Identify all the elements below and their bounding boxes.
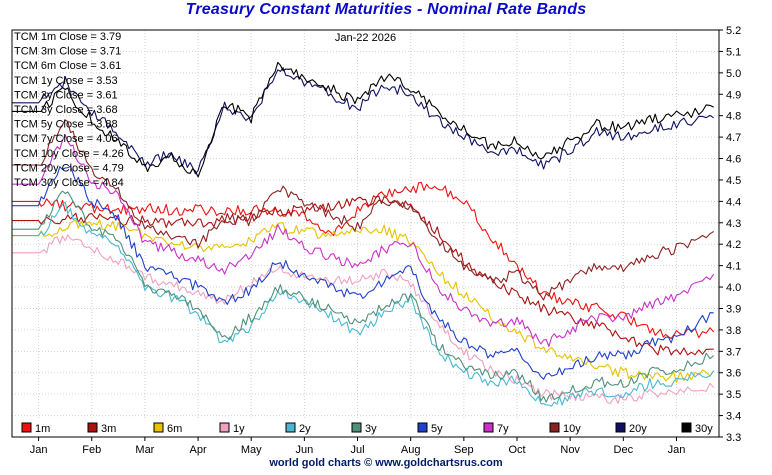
series-line-3m bbox=[12, 195, 714, 356]
close-label: TCM 1y Close = 3.53 bbox=[14, 75, 118, 87]
series-line-1m bbox=[12, 181, 715, 340]
legend-swatch-10y bbox=[549, 422, 560, 433]
y-tick-label: 4.5 bbox=[726, 175, 741, 187]
legend-swatch-1y bbox=[219, 422, 230, 433]
close-label: TCM 2y Close = 3.61 bbox=[14, 89, 118, 101]
y-tick-label: 4.1 bbox=[726, 261, 741, 273]
close-label: TCM 10y Close = 4.26 bbox=[14, 148, 124, 160]
y-tick-label: 4.2 bbox=[726, 239, 741, 251]
chart-title: Treasury Constant Maturities - Nominal R… bbox=[185, 1, 587, 18]
legend-label-3m: 3m bbox=[101, 423, 116, 435]
x-tick-label: Jun bbox=[295, 444, 313, 456]
y-tick-label: 3.6 bbox=[726, 368, 741, 380]
plot-frame bbox=[11, 29, 720, 438]
legend-label-1m: 1m bbox=[35, 423, 50, 435]
legend-swatch-1m bbox=[21, 422, 32, 433]
close-label: TCM 1m Close = 3.79 bbox=[14, 31, 121, 43]
legend-label-6m: 6m bbox=[167, 423, 182, 435]
close-label: TCM 5y Close = 3.88 bbox=[14, 119, 118, 131]
legend-label-7y: 7y bbox=[497, 423, 509, 435]
y-tick-label: 3.5 bbox=[726, 389, 741, 401]
y-tick-label: 5.0 bbox=[726, 68, 741, 80]
x-tick-label: Nov bbox=[560, 444, 580, 456]
legend-label-20y: 20y bbox=[629, 423, 647, 435]
y-tick-label: 4.3 bbox=[726, 218, 741, 230]
x-tick-label: Dec bbox=[614, 444, 634, 456]
watermark-text: world gold charts © www.goldchartsrus.co… bbox=[269, 457, 503, 469]
x-tick-label: Sep bbox=[454, 444, 474, 456]
y-tick-label: 3.3 bbox=[726, 432, 741, 444]
x-tick-label: Apr bbox=[189, 444, 206, 456]
close-label: TCM 20y Close = 4.79 bbox=[14, 162, 124, 174]
legend-swatch-2y bbox=[285, 422, 296, 433]
x-tick-label: Feb bbox=[82, 444, 101, 456]
legend-swatch-3m bbox=[87, 422, 98, 433]
series-line-30y bbox=[12, 61, 714, 178]
legend-swatch-3y bbox=[351, 422, 362, 433]
y-tick-label: 3.7 bbox=[726, 346, 741, 358]
y-tick-label: 4.9 bbox=[726, 89, 741, 101]
close-label: TCM 6m Close = 3.61 bbox=[14, 60, 121, 72]
legend-bar bbox=[13, 419, 718, 436]
y-tick-label: 3.4 bbox=[726, 411, 741, 423]
legend-swatch-5y bbox=[417, 422, 428, 433]
y-tick-label: 5.1 bbox=[726, 46, 741, 58]
legend-label-30y: 30y bbox=[695, 423, 713, 435]
series-line-20y bbox=[12, 67, 714, 175]
legend-label-1y: 1y bbox=[233, 423, 245, 435]
series-line-1y bbox=[12, 234, 715, 405]
series-line-3y bbox=[12, 190, 715, 403]
series-line-10y bbox=[12, 119, 714, 301]
series-line-7y bbox=[12, 134, 715, 348]
legend-swatch-20y bbox=[615, 422, 626, 433]
x-tick-label: Jul bbox=[350, 444, 364, 456]
x-tick-label: Mar bbox=[135, 444, 154, 456]
y-tick-label: 4.0 bbox=[726, 282, 741, 294]
legend-label-2y: 2y bbox=[299, 423, 311, 435]
x-tick-label: Oct bbox=[508, 444, 525, 456]
y-tick-label: 4.7 bbox=[726, 132, 741, 144]
x-tick-label: Aug bbox=[401, 444, 421, 456]
legend-swatch-6m bbox=[153, 422, 164, 433]
legend-label-3y: 3y bbox=[365, 423, 377, 435]
y-tick-label: 4.8 bbox=[726, 111, 741, 123]
y-tick-label: 4.6 bbox=[726, 154, 741, 166]
legend-swatch-7y bbox=[483, 422, 494, 433]
y-tick-label: 3.8 bbox=[726, 325, 741, 337]
series-line-2y bbox=[12, 201, 715, 407]
y-tick-label: 4.4 bbox=[726, 196, 741, 208]
series-line-6m bbox=[12, 219, 715, 383]
close-label: TCM 3y Close = 3.68 bbox=[14, 104, 118, 116]
x-tick-label: Jan bbox=[30, 444, 48, 456]
y-tick-label: 3.9 bbox=[726, 303, 741, 315]
y-tick-label: 5.2 bbox=[726, 25, 741, 37]
series-line-5y bbox=[12, 165, 714, 380]
close-label: TCM 30y Close = 4.84 bbox=[14, 177, 124, 189]
date-label: Jan-22 2026 bbox=[335, 32, 396, 44]
x-tick-label: Jan bbox=[668, 444, 686, 456]
close-label: TCM 3m Close = 3.71 bbox=[14, 46, 121, 58]
x-tick-label: May bbox=[241, 444, 262, 456]
legend-label-10y: 10y bbox=[563, 423, 581, 435]
close-label: TCM 7y Close = 4.06 bbox=[14, 133, 118, 145]
legend-label-5y: 5y bbox=[431, 423, 443, 435]
legend-swatch-30y bbox=[681, 422, 692, 433]
